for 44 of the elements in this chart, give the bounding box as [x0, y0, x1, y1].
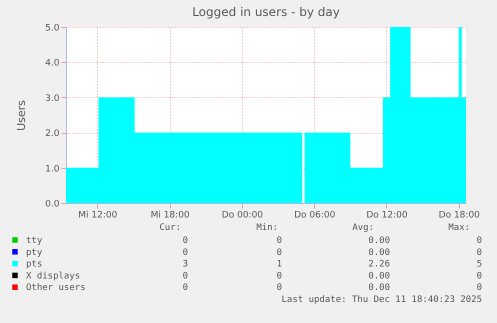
text: 0 — [276, 236, 282, 246]
text: 0.00 — [368, 236, 390, 246]
text: 3 — [182, 260, 188, 270]
x-tick-label: Do 00:00 — [222, 210, 264, 220]
text: 0 — [182, 283, 188, 294]
legend-label: Other users — [26, 283, 86, 294]
legend-label: tty — [26, 236, 43, 246]
legend-label: X displays — [26, 271, 80, 282]
x-tick-label: Do 18:00 — [438, 210, 480, 220]
text: 0 — [182, 248, 188, 258]
text: 0 — [182, 236, 188, 246]
x-tick-label: Do 12:00 — [366, 210, 408, 220]
text: 0 — [476, 236, 482, 246]
text: 0.00 — [368, 248, 390, 258]
text: 1 — [276, 260, 282, 270]
x-tick-label: Do 06:00 — [294, 210, 336, 220]
text: 0 — [276, 283, 282, 294]
text: 5 — [476, 260, 482, 270]
text: Avg: — [352, 223, 374, 233]
text: 0.00 — [368, 283, 390, 294]
y-axis-title: Users — [15, 100, 28, 131]
text: 0.00 — [368, 271, 390, 282]
x-tick-label: Mi 12:00 — [78, 210, 118, 220]
text: 0 — [276, 271, 282, 282]
text: 0 — [476, 283, 482, 294]
text: 0 — [182, 271, 188, 282]
x-tick-label: Mi 18:00 — [150, 210, 190, 220]
text: 0 — [476, 248, 482, 258]
text: 0 — [276, 248, 282, 258]
text: 2.26 — [368, 260, 390, 270]
text: Last update: Thu Dec 11 18:40:23 2025 — [282, 295, 482, 305]
y-tick-label: 5.0 — [45, 24, 60, 34]
legend-label: pts — [26, 260, 42, 270]
y-tick-label: 0.0 — [45, 200, 60, 210]
text: Max: — [448, 223, 470, 233]
text: Cur: — [159, 223, 181, 233]
text: Min: — [256, 223, 278, 233]
y-tick-label: 2.0 — [45, 129, 60, 140]
y-tick-label: 4.0 — [45, 58, 60, 69]
chart-title: Logged in users - by day — [192, 5, 340, 19]
y-tick-label: 1.0 — [45, 164, 60, 174]
legend-label: pty — [26, 248, 43, 258]
y-tick-label: 3.0 — [45, 94, 60, 104]
text: 0 — [476, 271, 482, 282]
